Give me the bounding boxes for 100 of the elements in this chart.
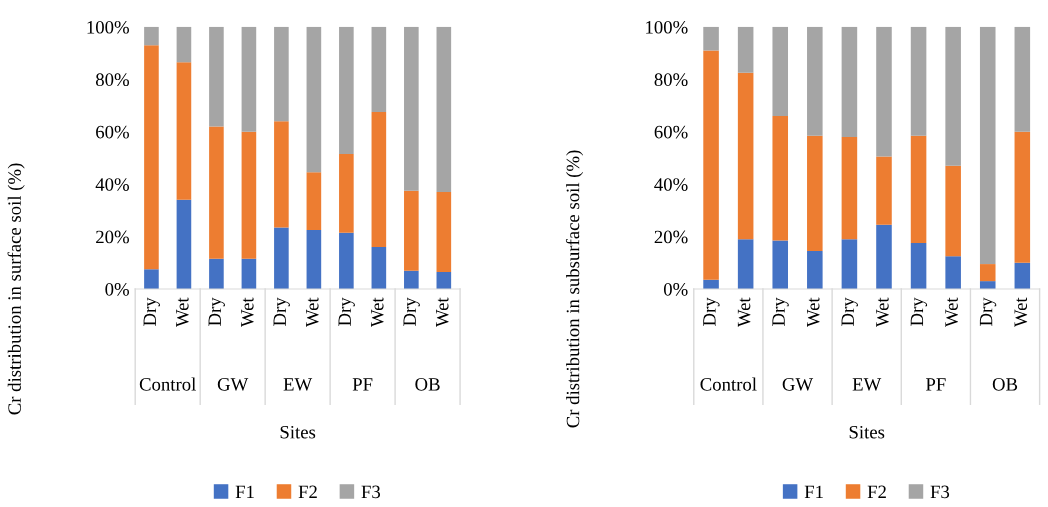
text: Control xyxy=(700,377,757,391)
y-tick-label: 20% xyxy=(654,230,688,244)
bar xyxy=(339,232,354,289)
bar xyxy=(979,281,996,289)
bar xyxy=(176,199,192,289)
x-tick-label: Dry xyxy=(273,297,290,326)
legend-label: F1 xyxy=(804,485,823,499)
y-tick-label: 60% xyxy=(654,125,688,139)
x-tick-label: Wet xyxy=(1014,297,1028,328)
x-tick-label: Wet xyxy=(306,297,319,328)
bar xyxy=(807,26,823,136)
bar xyxy=(339,26,354,154)
y-tick-label: 0% xyxy=(663,283,688,296)
x-tick-label: Wet xyxy=(176,297,189,328)
bar xyxy=(144,45,159,270)
x-tick-label: Dry xyxy=(772,297,789,326)
bar xyxy=(703,279,719,289)
bar xyxy=(945,165,961,257)
bar xyxy=(703,50,719,280)
bar xyxy=(209,126,224,259)
bar xyxy=(737,72,754,240)
x-tick-label: Wet xyxy=(371,297,384,328)
x-tick-label: Dry xyxy=(338,297,355,326)
bar xyxy=(737,26,754,73)
x-tick-label: Wet xyxy=(876,297,889,328)
bar xyxy=(807,135,823,251)
x-tick-label: Dry xyxy=(208,297,225,326)
bar xyxy=(1014,131,1031,263)
x-tick-label: Dry xyxy=(143,297,160,326)
y-tick-label: 80% xyxy=(654,73,688,87)
bar xyxy=(876,156,892,225)
bar xyxy=(876,26,892,157)
bar xyxy=(371,112,387,248)
bar xyxy=(841,136,858,240)
bar xyxy=(876,224,892,289)
legend-label: F3 xyxy=(361,485,381,499)
x-tick-label: Dry xyxy=(979,297,997,326)
text: Control xyxy=(139,377,196,391)
bar xyxy=(945,256,961,289)
bar xyxy=(436,192,452,272)
bar xyxy=(737,239,754,289)
y-tick-label: 40% xyxy=(654,178,688,191)
bar xyxy=(772,240,789,289)
x-tick-label: Dry xyxy=(841,297,858,326)
legend-label: F1 xyxy=(235,485,254,499)
legend-label: F2 xyxy=(298,485,317,499)
bar xyxy=(241,131,257,259)
x-axis-title: Sites xyxy=(849,425,885,439)
bar xyxy=(910,26,927,136)
x-tick-label: Wet xyxy=(436,297,449,328)
bar xyxy=(404,190,419,271)
bar xyxy=(703,26,719,51)
bar xyxy=(339,154,354,233)
y-tick-label: 100% xyxy=(646,20,688,34)
bar xyxy=(371,26,387,113)
bar xyxy=(910,243,927,289)
y-axis-title: Cr distribution in surface soil (%) xyxy=(7,163,25,415)
bar xyxy=(841,26,858,137)
bar xyxy=(176,26,192,63)
bar xyxy=(209,258,224,289)
bar xyxy=(306,172,322,231)
text: GW xyxy=(217,378,249,391)
bar xyxy=(241,258,257,289)
bar xyxy=(772,26,789,116)
y-tick-label: 100% xyxy=(87,20,129,34)
legend-label: F3 xyxy=(930,485,950,499)
x-tick-label: Wet xyxy=(945,297,958,328)
bar xyxy=(209,26,224,127)
text: PF xyxy=(352,378,373,391)
bar xyxy=(306,26,322,173)
bar xyxy=(979,26,996,265)
bar xyxy=(841,239,858,289)
bar xyxy=(436,271,452,289)
text: OB xyxy=(992,378,1018,391)
bar xyxy=(979,264,996,282)
bar xyxy=(306,230,322,289)
text: PF xyxy=(925,378,946,391)
x-tick-label: Wet xyxy=(737,297,751,328)
y-tick-label: 60% xyxy=(96,125,129,139)
x-tick-label: Wet xyxy=(241,297,254,328)
bar xyxy=(274,227,289,289)
text: GW xyxy=(782,378,814,391)
bar xyxy=(1014,262,1031,289)
bar xyxy=(807,250,823,289)
bar xyxy=(176,62,192,200)
legend-label: F2 xyxy=(867,485,886,499)
text: OB xyxy=(415,378,440,391)
x-tick-label: Dry xyxy=(910,297,928,326)
y-tick-label: 0% xyxy=(105,283,129,296)
y-tick-label: 40% xyxy=(95,178,129,191)
bar xyxy=(404,270,419,289)
bar xyxy=(144,26,159,46)
y-axis-title: Cr distribution in subsurface soil (%) xyxy=(565,150,584,428)
bar xyxy=(241,26,257,132)
bar xyxy=(144,269,159,289)
bar xyxy=(772,115,789,241)
bar xyxy=(1014,26,1031,132)
text: EW xyxy=(283,378,313,391)
bar xyxy=(371,247,387,289)
x-tick-label: Wet xyxy=(807,297,820,328)
